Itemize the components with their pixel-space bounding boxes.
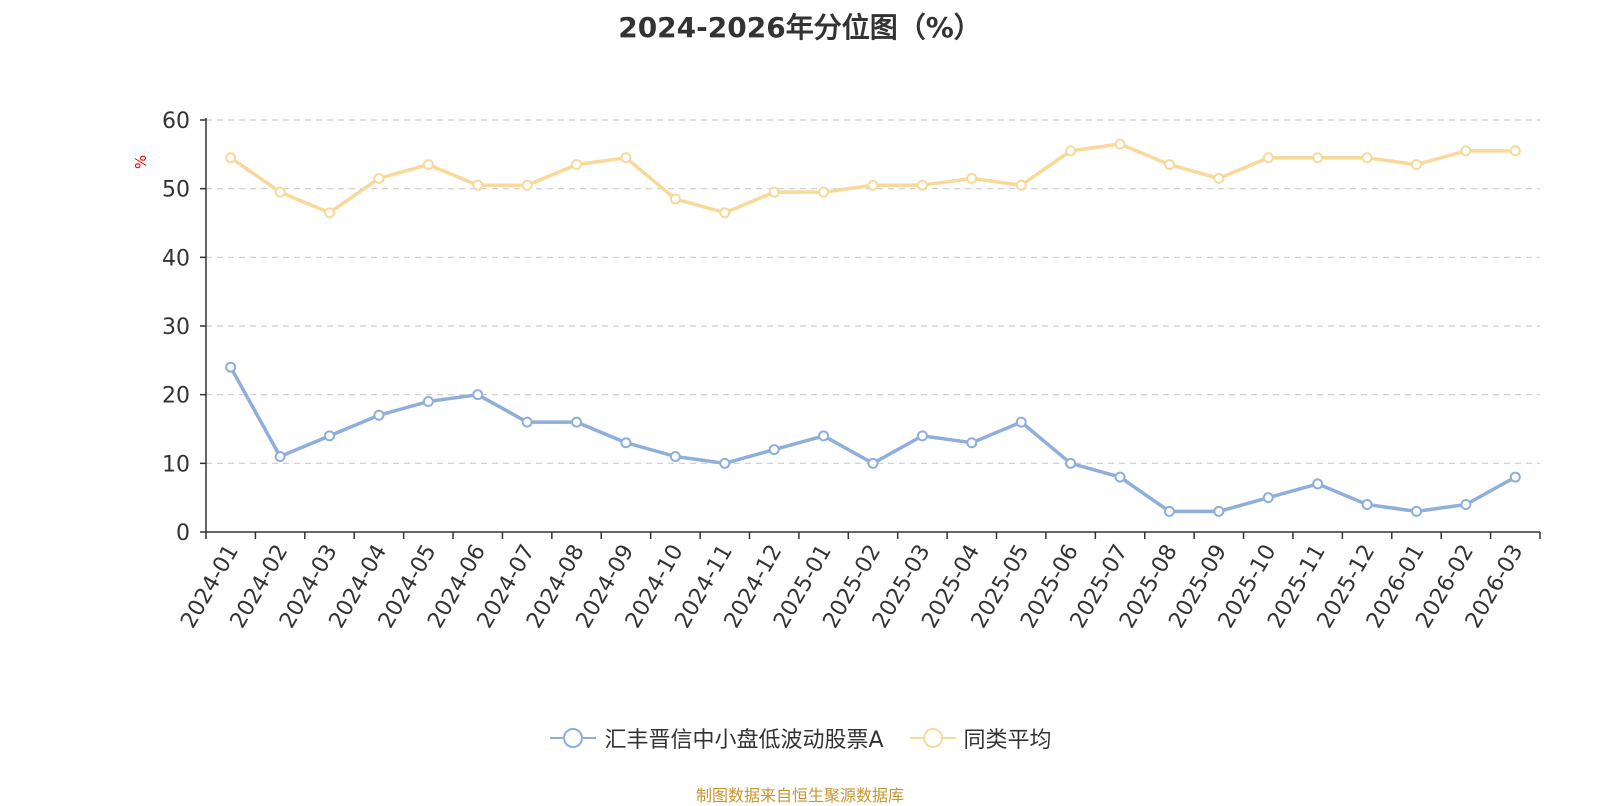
data-point-series-1[interactable]	[1213, 172, 1225, 184]
data-point-series-0[interactable]	[373, 409, 385, 421]
y-tick-label: 0	[176, 521, 190, 546]
data-point-series-0[interactable]	[521, 416, 533, 428]
data-point-series-1[interactable]	[1114, 138, 1126, 150]
y-tick-label: 30	[162, 315, 190, 340]
data-point-series-0[interactable]	[571, 416, 583, 428]
data-point-series-1[interactable]	[373, 172, 385, 184]
legend-marker-fund	[550, 728, 597, 748]
data-point-series-0[interactable]	[1262, 492, 1274, 504]
data-point-series-0[interactable]	[1509, 471, 1521, 483]
data-point-series-0[interactable]	[1361, 499, 1373, 511]
y-axis-label: %	[132, 155, 150, 169]
data-point-series-0[interactable]	[916, 430, 928, 442]
data-point-series-1[interactable]	[620, 152, 632, 164]
data-point-series-0[interactable]	[1114, 471, 1126, 483]
series-line-0	[229, 366, 1517, 514]
data-point-series-1[interactable]	[225, 152, 237, 164]
data-point-series-1[interactable]	[1460, 145, 1472, 157]
data-point-series-0[interactable]	[719, 457, 731, 469]
data-point-series-1[interactable]	[1065, 145, 1077, 157]
data-point-series-1[interactable]	[1015, 179, 1027, 191]
source-note: 制图数据来自恒生聚源数据库	[695, 786, 904, 805]
data-point-series-1[interactable]	[669, 193, 681, 205]
data-point-series-1[interactable]	[1312, 152, 1324, 164]
series-lines	[225, 138, 1521, 517]
data-point-series-0[interactable]	[324, 430, 336, 442]
y-tick-label: 50	[162, 178, 190, 203]
data-point-series-0[interactable]	[472, 389, 484, 401]
data-point-series-0[interactable]	[1312, 478, 1324, 490]
y-tick-label: 10	[162, 452, 190, 477]
chart-title: 2024-2026年分位图（%）	[618, 11, 982, 44]
legend-label-fund: 汇丰晋信中小盘低波动股票A	[604, 728, 884, 753]
data-point-series-0[interactable]	[1460, 499, 1472, 511]
data-point-series-0[interactable]	[1213, 505, 1225, 517]
data-point-series-0[interactable]	[274, 450, 286, 462]
data-point-series-1[interactable]	[274, 186, 286, 198]
y-tick-label: 60	[162, 109, 190, 134]
data-point-series-1[interactable]	[818, 186, 830, 198]
data-point-series-0[interactable]	[225, 361, 237, 373]
y-tick-label: 40	[162, 246, 190, 271]
data-point-series-1[interactable]	[324, 207, 336, 219]
data-point-series-0[interactable]	[1015, 416, 1027, 428]
grid-lines	[206, 119, 1540, 464]
data-point-series-0[interactable]	[867, 457, 879, 469]
data-point-series-1[interactable]	[768, 186, 780, 198]
legend-marker-category-average	[909, 728, 956, 748]
data-point-series-1[interactable]	[472, 179, 484, 191]
data-point-series-0[interactable]	[818, 430, 830, 442]
data-point-series-1[interactable]	[521, 179, 533, 191]
data-point-series-1[interactable]	[966, 172, 978, 184]
data-point-series-1[interactable]	[422, 159, 434, 171]
data-point-series-1[interactable]	[1361, 152, 1373, 164]
data-point-series-0[interactable]	[966, 437, 978, 449]
data-point-series-0[interactable]	[620, 437, 632, 449]
data-point-series-0[interactable]	[422, 396, 434, 408]
data-point-series-1[interactable]	[867, 179, 879, 191]
data-point-series-1[interactable]	[1509, 145, 1521, 157]
data-point-series-0[interactable]	[669, 450, 681, 462]
y-tick-label: 20	[162, 384, 190, 409]
legend-label-category-average: 同类平均	[963, 728, 1052, 753]
data-point-series-1[interactable]	[719, 207, 731, 219]
legend-item-fund[interactable]: 汇丰晋信中小盘低波动股票A	[548, 722, 884, 754]
legend: 汇丰晋信中小盘低波动股票A 同类平均	[0, 722, 1600, 754]
data-point-series-1[interactable]	[1410, 159, 1422, 171]
data-point-series-0[interactable]	[1410, 505, 1422, 517]
series-line-1	[229, 142, 1516, 215]
data-point-series-0[interactable]	[1163, 505, 1175, 517]
data-point-series-0[interactable]	[1065, 457, 1077, 469]
data-point-series-1[interactable]	[916, 179, 928, 191]
data-point-series-0[interactable]	[768, 444, 780, 456]
data-point-series-1[interactable]	[1262, 152, 1274, 164]
data-point-series-1[interactable]	[1163, 159, 1175, 171]
data-point-series-1[interactable]	[571, 159, 583, 171]
legend-item-category-average[interactable]: 同类平均	[908, 722, 1052, 754]
